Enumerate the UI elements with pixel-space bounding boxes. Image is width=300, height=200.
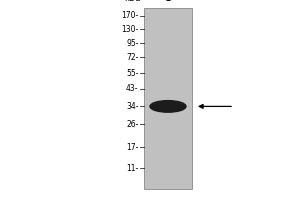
Bar (144, 8, 192, 189)
Text: 55-: 55- (126, 68, 139, 77)
Text: 43-: 43- (126, 84, 139, 93)
Ellipse shape (150, 101, 186, 112)
Text: kDa: kDa (124, 0, 140, 3)
Text: 34-: 34- (126, 102, 139, 111)
Text: 72-: 72- (126, 52, 139, 62)
Text: 170-: 170- (121, 11, 139, 21)
Text: 1: 1 (165, 0, 171, 3)
Text: 26-: 26- (126, 120, 139, 129)
Text: 11-: 11- (126, 164, 139, 173)
Text: 95-: 95- (126, 38, 139, 47)
Text: 17-: 17- (126, 142, 139, 152)
Text: 130-: 130- (121, 24, 139, 33)
